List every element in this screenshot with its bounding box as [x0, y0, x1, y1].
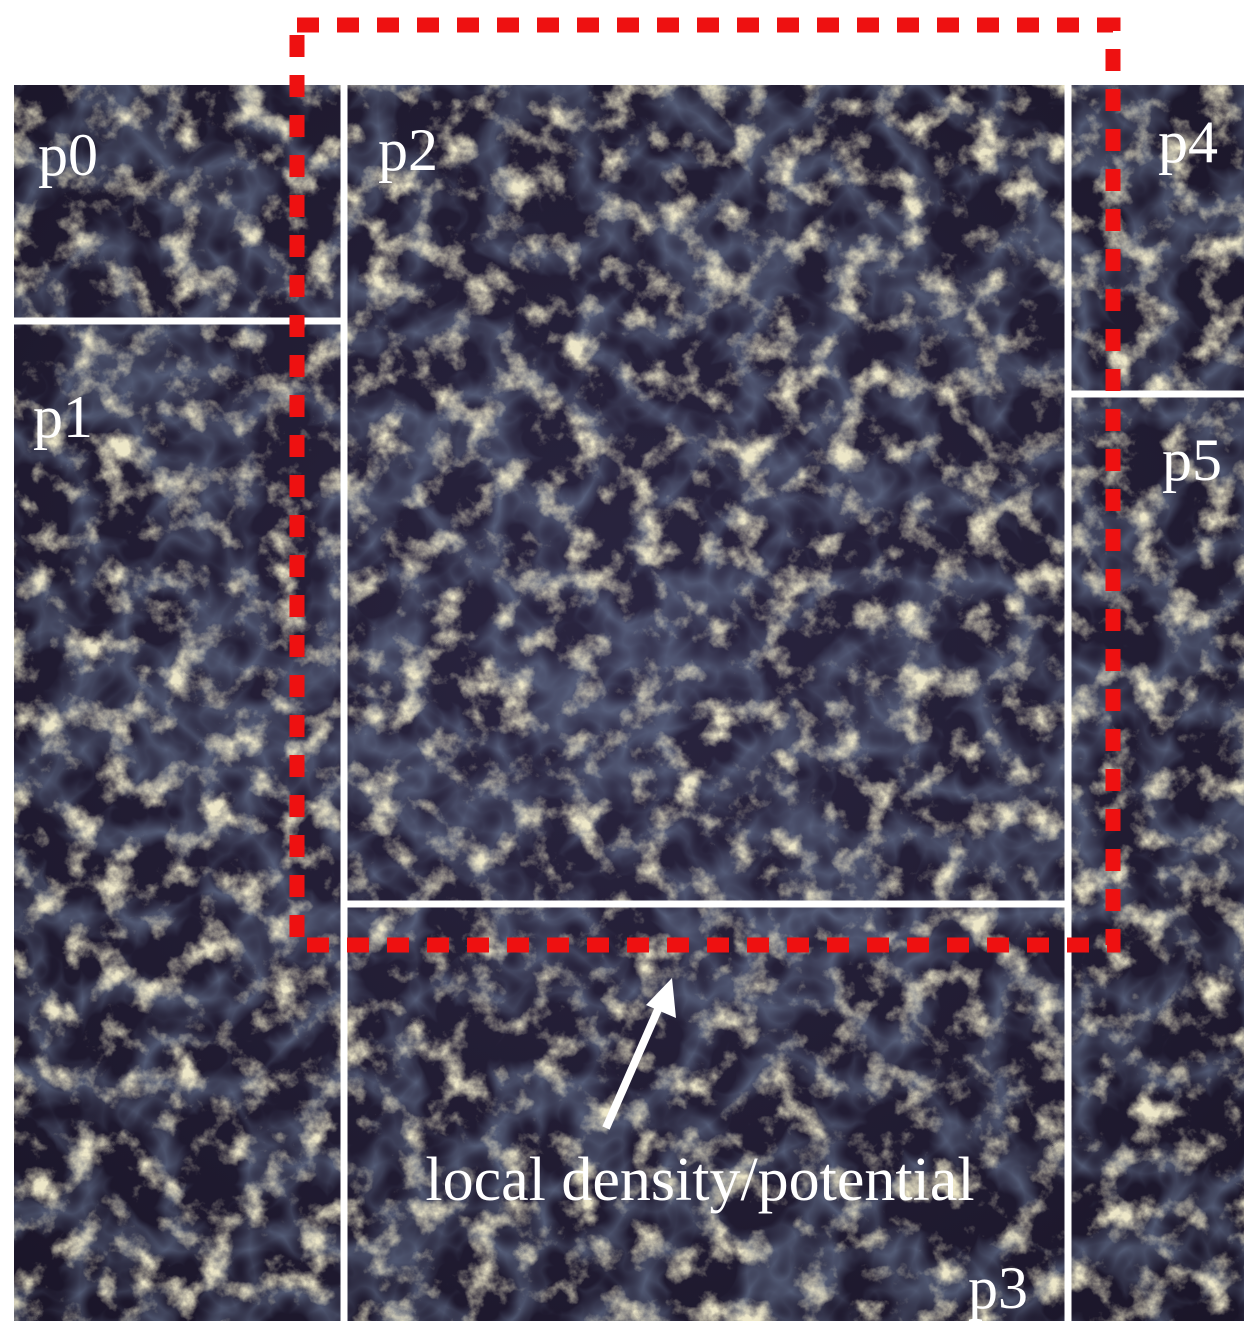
- panel-label: p4: [1158, 109, 1218, 175]
- panel-label: p2: [378, 117, 438, 183]
- panel-label: p0: [38, 122, 98, 188]
- panel-label: p3: [968, 1255, 1028, 1321]
- panel-label: p1: [33, 384, 93, 450]
- figure: p0 p1 p2 p3 p4 p5 local density/potentia…: [0, 0, 1244, 1321]
- cosmic-web-image: [14, 85, 1244, 1321]
- annotation-text: local density/potential: [425, 1146, 974, 1214]
- panel-label: p5: [1162, 427, 1222, 493]
